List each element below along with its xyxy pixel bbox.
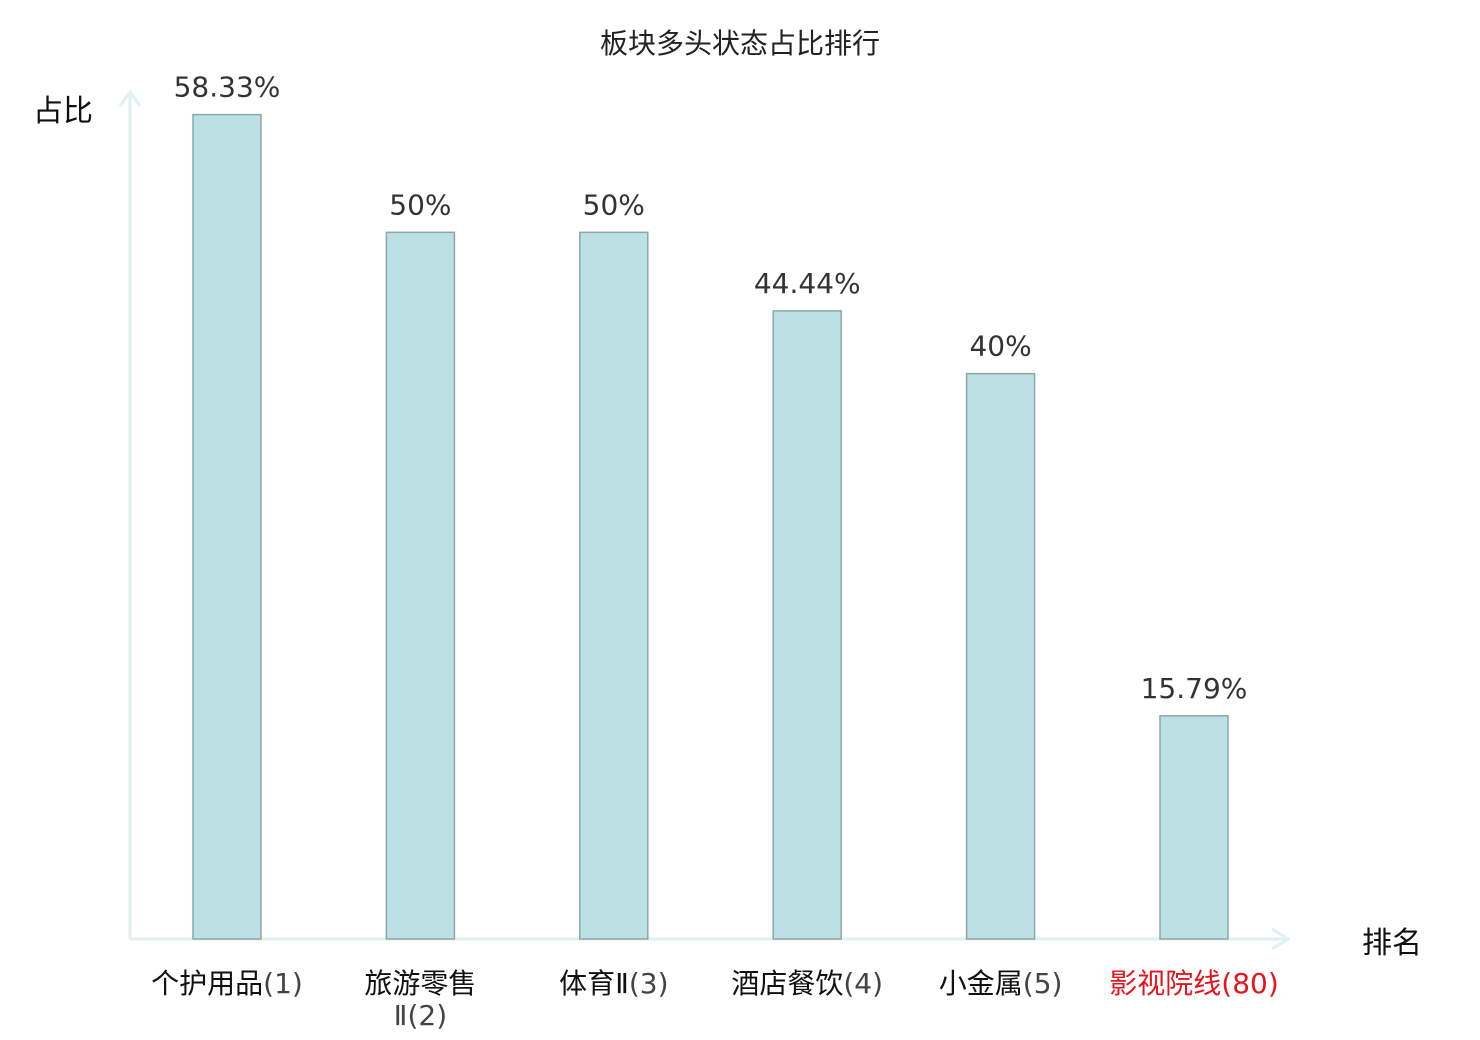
x-tick-label: 旅游零售	[364, 967, 476, 1000]
x-axis-label: 排名	[1362, 926, 1422, 961]
axes: 占比 排名	[33, 89, 1422, 961]
data-label: 50%	[389, 188, 451, 221]
data-label: 40%	[969, 330, 1031, 363]
x-tick-rank: (1)	[263, 967, 303, 1000]
x-tick-label: 体育Ⅱ(3)	[559, 967, 668, 1000]
bar	[965, 372, 1036, 940]
x-tick-label: 小金属(5)	[939, 967, 1063, 1000]
data-label: 15.79%	[1141, 672, 1248, 705]
x-tick-name: 酒店餐饮	[731, 967, 843, 1000]
data-label: 44.44%	[754, 267, 861, 300]
x-axis-arrow-icon	[1271, 927, 1291, 951]
y-axis-label: 占比	[33, 94, 93, 129]
bar	[385, 231, 456, 940]
data-label: 58.33%	[174, 71, 281, 104]
bar	[772, 310, 842, 940]
x-tick-label: 影视院线(80)	[1109, 967, 1279, 1000]
bar	[579, 231, 649, 940]
x-tick-label-rank: Ⅱ(2)	[394, 999, 447, 1032]
chart-title: 板块多头状态占比排行	[600, 27, 880, 60]
x-tick-rank: (80)	[1221, 967, 1278, 1000]
x-tick-name: 体育Ⅱ	[559, 967, 629, 1000]
x-tick-label: 个护用品(1)	[151, 967, 303, 1000]
y-axis-arrow-icon	[118, 89, 142, 107]
bar	[1159, 715, 1229, 940]
x-tick-rank: (5)	[1023, 967, 1063, 1000]
x-tick-rank: (4)	[843, 967, 883, 1000]
x-tick-rank: (3)	[629, 967, 669, 1000]
x-tick-name: 小金属	[939, 967, 1023, 1000]
x-tick-name: 影视院线	[1109, 967, 1221, 1000]
x-tick-name: 个护用品	[151, 967, 263, 1000]
x-tick-label: 酒店餐饮(4)	[731, 967, 883, 1000]
data-label: 50%	[583, 188, 645, 221]
bar	[192, 113, 262, 940]
